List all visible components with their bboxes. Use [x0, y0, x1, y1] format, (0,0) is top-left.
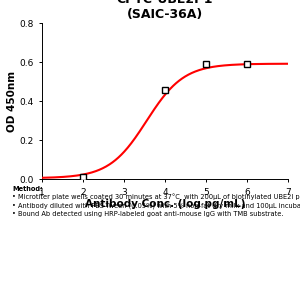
- Title: CPTC-UBE2I-1
(SAIC-36A): CPTC-UBE2I-1 (SAIC-36A): [117, 0, 213, 21]
- X-axis label: Antibody Conc. (log pg/mL): Antibody Conc. (log pg/mL): [85, 199, 245, 209]
- Text: • Microtiter plate wells coated 30 minutes at 37°C  with 200μL of biotinylated U: • Microtiter plate wells coated 30 minut…: [12, 194, 300, 217]
- Text: Method:: Method:: [12, 186, 43, 192]
- Y-axis label: OD 450nm: OD 450nm: [7, 71, 16, 132]
